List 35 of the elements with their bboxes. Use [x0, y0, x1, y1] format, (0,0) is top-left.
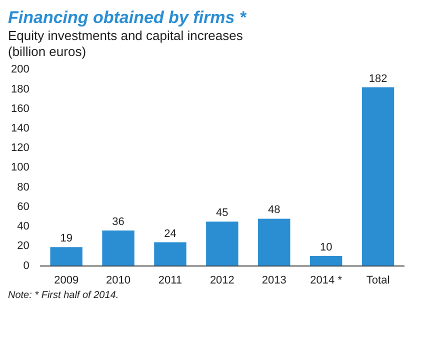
- x-tick-label: 2011: [158, 274, 182, 286]
- x-tick-label: 2010: [106, 274, 131, 286]
- y-tick-label: 0: [23, 260, 30, 272]
- data-label: 10: [320, 242, 332, 254]
- bar: [102, 230, 134, 266]
- y-tick-label: 160: [10, 102, 30, 115]
- bar: [362, 87, 394, 266]
- bar: [154, 242, 186, 266]
- data-label: 24: [164, 228, 176, 240]
- y-tick-label: 80: [17, 181, 30, 194]
- data-label: 182: [368, 72, 388, 85]
- x-tick-label: Total: [366, 274, 390, 286]
- y-tick-label: 140: [10, 122, 30, 134]
- text: Note: * First half of 2014.: [8, 290, 120, 301]
- y-tick-label: 20: [17, 240, 30, 252]
- y-tick-label: 100: [10, 162, 30, 174]
- bar: [206, 222, 238, 266]
- x-tick-label: 2014 *: [310, 274, 343, 286]
- x-tick-label: 2013: [262, 274, 286, 286]
- y-tick-label: 180: [10, 83, 30, 96]
- data-label: 19: [60, 232, 72, 245]
- x-tick-label: 2009: [54, 274, 79, 286]
- chart-subtitle: Equity investments and capital increases (billion euros): [8, 28, 244, 60]
- y-tick-label: 60: [17, 200, 30, 213]
- bar: [50, 247, 82, 266]
- data-label: 45: [216, 207, 228, 220]
- x-tick-label: 2012: [210, 274, 234, 286]
- chart-title: Financing obtained by firms *: [8, 8, 248, 28]
- y-tick-label: 120: [10, 142, 30, 154]
- data-label: 36: [112, 216, 124, 228]
- data-label: 48: [268, 204, 280, 216]
- bar: [258, 218, 290, 266]
- y-tick-label: 40: [17, 220, 30, 233]
- bar: [310, 256, 342, 266]
- y-tick-label: 200: [10, 64, 30, 76]
